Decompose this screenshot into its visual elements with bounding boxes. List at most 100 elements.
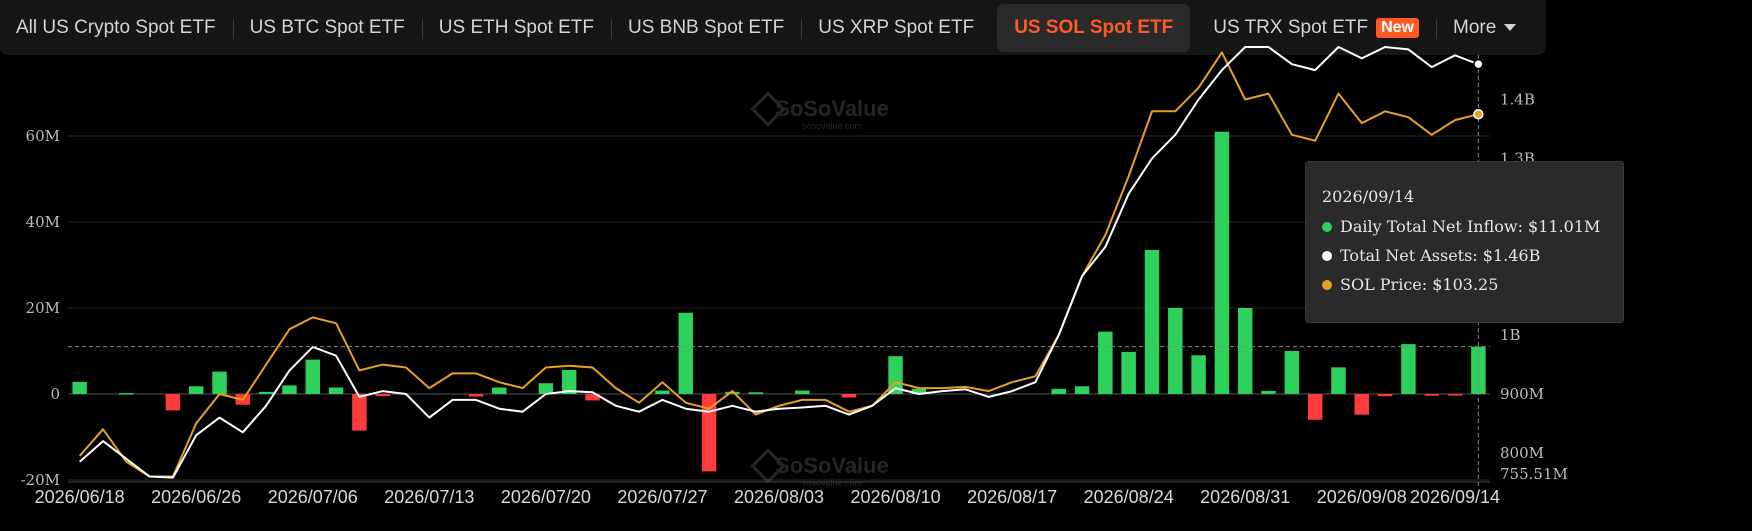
sosovalue-logo-icon bbox=[750, 91, 786, 127]
inflow-bar bbox=[1307, 394, 1323, 420]
inflow-bars bbox=[72, 131, 1486, 472]
inflow-bar bbox=[678, 312, 693, 394]
right-axis-tick: 1.4B bbox=[1500, 91, 1535, 109]
inflow-bar bbox=[1401, 344, 1416, 394]
tab-all-us-crypto-spot-etf[interactable]: All US Crypto Spot ETF bbox=[0, 4, 233, 52]
chart-watermarks: SoSoValuesosovalue.comSoSoValuesosovalue… bbox=[750, 91, 889, 488]
inflow-bar bbox=[561, 369, 577, 394]
inflow-bar bbox=[1284, 351, 1300, 394]
inflow-legend-dot bbox=[1322, 221, 1332, 232]
inflow-bar bbox=[1377, 394, 1393, 397]
left-axis-tick: -20M bbox=[20, 471, 60, 489]
tab-label: US TRX Spot ETF bbox=[1213, 16, 1369, 38]
sol-price-marker bbox=[1473, 108, 1484, 120]
chart-axes: -20M020M40M60M755.51M800M900M1B1.1B1.2B1… bbox=[20, 91, 1567, 508]
tab-label: US SOL Spot ETF bbox=[1014, 16, 1174, 38]
inflow-bar bbox=[841, 394, 857, 398]
inflow-bar bbox=[1354, 394, 1370, 415]
inflow-bar bbox=[1447, 394, 1463, 396]
x-axis-tick: 2026/08/31 bbox=[1200, 487, 1290, 507]
new-badge: New bbox=[1376, 17, 1419, 38]
inflow-bar bbox=[1168, 308, 1183, 394]
chart-tooltip: 2026/09/14 Daily Total Net Inflow: $11.0… bbox=[1305, 161, 1624, 323]
inflow-bar bbox=[1191, 355, 1206, 394]
inflow-bar bbox=[212, 371, 227, 394]
inflow-bar bbox=[1238, 308, 1253, 394]
x-axis-tick: 2026/08/03 bbox=[734, 487, 824, 507]
inflow-bar bbox=[1261, 390, 1276, 394]
inflow-bar bbox=[258, 391, 274, 394]
net-assets-marker bbox=[1473, 58, 1484, 70]
inflow-bar bbox=[188, 386, 204, 394]
caret-down-icon bbox=[1504, 24, 1517, 31]
x-axis-tick: 2026/07/20 bbox=[501, 487, 591, 507]
right-axis-tick: 1B bbox=[1500, 326, 1521, 344]
x-axis-tick: 2026/08/17 bbox=[967, 487, 1057, 507]
inflow-bar bbox=[492, 387, 507, 394]
watermark-text: SoSoValue bbox=[775, 453, 889, 478]
inflow-bar bbox=[725, 391, 740, 394]
tab-label: US XRP Spot ETF bbox=[818, 16, 975, 38]
tooltip-row-inflow: Daily Total Net Inflow: $11.01M bbox=[1322, 217, 1600, 236]
tab-us-bnb-spot-etf[interactable]: US BNB Spot ETF bbox=[610, 4, 801, 52]
tab-label: US ETH Spot ETF bbox=[438, 16, 594, 38]
inflow-bar bbox=[911, 388, 927, 394]
tab-us-trx-spot-etf[interactable]: US TRX Spot ETF New bbox=[1196, 4, 1436, 52]
tab-us-sol-spot-etf[interactable]: US SOL Spot ETF bbox=[997, 3, 1191, 52]
x-axis-tick: 2026/08/10 bbox=[851, 487, 941, 507]
left-axis-tick: 60M bbox=[26, 127, 60, 145]
inflow-bar bbox=[538, 383, 554, 394]
tab-us-btc-spot-etf[interactable]: US BTC Spot ETF bbox=[232, 4, 422, 52]
inflow-bar bbox=[1424, 394, 1439, 396]
inflow-bar bbox=[1144, 249, 1160, 394]
tooltip-date: 2026/09/14 bbox=[1322, 187, 1415, 206]
left-axis-tick: 0 bbox=[50, 385, 60, 403]
etf-tab-bar: All US Crypto Spot ETF US BTC Spot ETF US … bbox=[0, 0, 1546, 55]
tooltip-price-text: SOL Price: $103.25 bbox=[1340, 275, 1499, 294]
tooltip-row-price: SOL Price: $103.25 bbox=[1322, 275, 1498, 294]
watermark-subtext: sosovalue.com bbox=[802, 478, 862, 488]
right-axis-tick: 900M bbox=[1500, 385, 1544, 403]
inflow-bar bbox=[375, 394, 390, 397]
net-assets-line bbox=[79, 46, 1479, 479]
tab-label: More bbox=[1453, 16, 1497, 38]
right-axis-tick: 755.51M bbox=[1500, 465, 1568, 483]
inflow-bar bbox=[1098, 331, 1113, 394]
inflow-bar bbox=[1051, 388, 1066, 394]
x-axis-tick: 2026/06/18 bbox=[35, 487, 125, 507]
x-axis-tick: 2026/07/06 bbox=[268, 487, 358, 507]
tooltip-row-assets: Total Net Assets: $1.46B bbox=[1322, 246, 1540, 265]
chart-lines bbox=[78, 46, 1479, 479]
inflow-bar bbox=[1121, 351, 1136, 394]
inflow-bar bbox=[1214, 131, 1230, 394]
inflow-bar bbox=[701, 394, 717, 472]
assets-legend-dot bbox=[1322, 250, 1332, 261]
inflow-bar bbox=[352, 394, 367, 431]
x-axis-tick: 2026/07/27 bbox=[617, 487, 707, 507]
inflow-bar bbox=[1074, 386, 1090, 394]
inflow-bar bbox=[165, 394, 181, 411]
left-axis-tick: 20M bbox=[26, 299, 60, 317]
tab-us-eth-spot-etf[interactable]: US ETH Spot ETF bbox=[421, 4, 611, 52]
tooltip-assets-text: Total Net Assets: $1.46B bbox=[1340, 246, 1541, 265]
watermark-text: SoSoValue bbox=[775, 96, 889, 121]
inflow-bar bbox=[468, 394, 484, 397]
inflow-bar bbox=[72, 381, 87, 394]
hover-cursor bbox=[68, 55, 1490, 488]
x-axis-tick: 2026/07/13 bbox=[384, 487, 474, 507]
left-axis-tick: 40M bbox=[26, 213, 60, 231]
inflow-bar bbox=[305, 359, 320, 394]
inflow-bar bbox=[1331, 367, 1346, 394]
inflow-bar bbox=[119, 393, 134, 395]
x-axis-tick: 2026/09/08 bbox=[1317, 487, 1407, 507]
sosovalue-logo-icon bbox=[750, 448, 786, 484]
tab-more[interactable]: More bbox=[1436, 4, 1533, 52]
inflow-bar bbox=[795, 390, 810, 394]
tab-label: All US Crypto Spot ETF bbox=[16, 16, 216, 38]
price-legend-dot bbox=[1322, 279, 1332, 290]
tab-us-xrp-spot-etf[interactable]: US XRP Spot ETF bbox=[801, 4, 991, 52]
x-axis-tick: 2026/06/26 bbox=[151, 487, 241, 507]
inflow-bar bbox=[328, 387, 344, 394]
